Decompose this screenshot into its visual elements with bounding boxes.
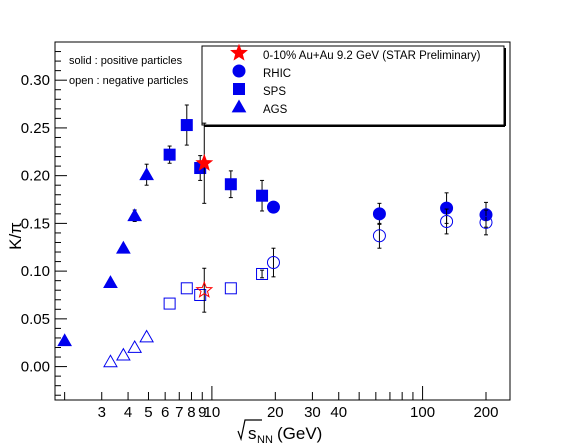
y-tick-label: 0.10 [21, 263, 50, 280]
x-tick-label: 200 [473, 404, 498, 421]
x-tick-label: 40 [330, 404, 347, 421]
y-tick-label: 0.05 [21, 311, 50, 328]
x-axis-label-sub: NN [257, 434, 273, 445]
x-tick-label: 20 [267, 404, 284, 421]
point-ags-open [127, 339, 143, 353]
y-axis-label: K/π [6, 222, 25, 250]
legend-label-sps: SPS [263, 86, 286, 98]
x-axis-label-s: s [248, 424, 257, 443]
legend-marker-star [230, 43, 248, 61]
point-ags-open [116, 347, 131, 361]
annotation-solid: solid : positive particles [69, 55, 183, 67]
x-axis-label-unit: (GeV) [277, 424, 322, 443]
y-tick-label: 0.00 [21, 359, 50, 376]
point-star-solid [195, 153, 214, 171]
point-sps-open [256, 267, 269, 280]
point-sps-solid [163, 148, 176, 161]
y-tick-label: 0.25 [21, 120, 50, 137]
y-tick-label: 0.20 [21, 168, 50, 185]
x-tick-label: 3 [98, 404, 106, 421]
legend-label-ags: AGS [263, 104, 288, 116]
x-axis-label: s NN (GeV) [237, 419, 322, 445]
point-ags-solid [103, 275, 118, 288]
point-ags-open [139, 329, 154, 343]
point-rhic-solid [372, 207, 386, 221]
point-star-open [195, 280, 214, 298]
point-sps-open [224, 282, 237, 295]
axes-layer: 0.00 0.05 0.10 0.15 0.20 0.25 0.30 3 4 5 6 7 8 910 20 3… [21, 41, 511, 421]
point-ags-solid [139, 167, 154, 181]
point-rhic-solid [266, 200, 280, 214]
legend-marker-triangle [231, 99, 247, 113]
point-rhic-open [266, 256, 280, 270]
point-rhic-open [440, 214, 454, 228]
point-sps-solid [256, 189, 269, 202]
point-sps-solid [180, 119, 193, 132]
legend-marker-square [233, 83, 245, 95]
x-tick-label: 8 [187, 404, 195, 421]
plot-frame [54, 41, 511, 401]
point-rhic-open [372, 229, 386, 243]
legend-markers [230, 43, 248, 113]
x-tick-label: 6 [161, 404, 169, 421]
x-tick-label: 7 [175, 404, 183, 421]
legend: 0-10% Au+Au 9.2 GeV (STAR Preliminary) R… [201, 43, 506, 127]
legend-label-star: 0-10% Au+Au 9.2 GeV (STAR Preliminary) [263, 50, 481, 62]
point-sps-solid [224, 178, 237, 191]
data-marks-layer [57, 104, 493, 368]
x-tick-label: 30 [304, 404, 321, 421]
annotation-open: open : negative particles [69, 75, 189, 87]
x-tick-label: 10 [204, 404, 221, 421]
legend-label-rhic: RHIC [263, 68, 291, 80]
point-ags-solid [127, 208, 143, 222]
x-tick-label: 4 [124, 404, 132, 421]
legend-marker-circle [232, 64, 246, 78]
x-tick-label: 9 [198, 404, 206, 421]
point-ags-open [103, 354, 118, 368]
point-ags-solid [57, 333, 73, 347]
point-ags-solid [116, 240, 131, 254]
point-sps-open [180, 282, 193, 295]
point-sps-open [163, 297, 176, 310]
y-tick-label: 0.30 [21, 72, 50, 89]
x-tick-label: 100 [410, 404, 435, 421]
point-rhic-open [479, 215, 493, 229]
x-tick-label: 5 [144, 404, 152, 421]
y-tick-label: 0.15 [21, 215, 50, 232]
